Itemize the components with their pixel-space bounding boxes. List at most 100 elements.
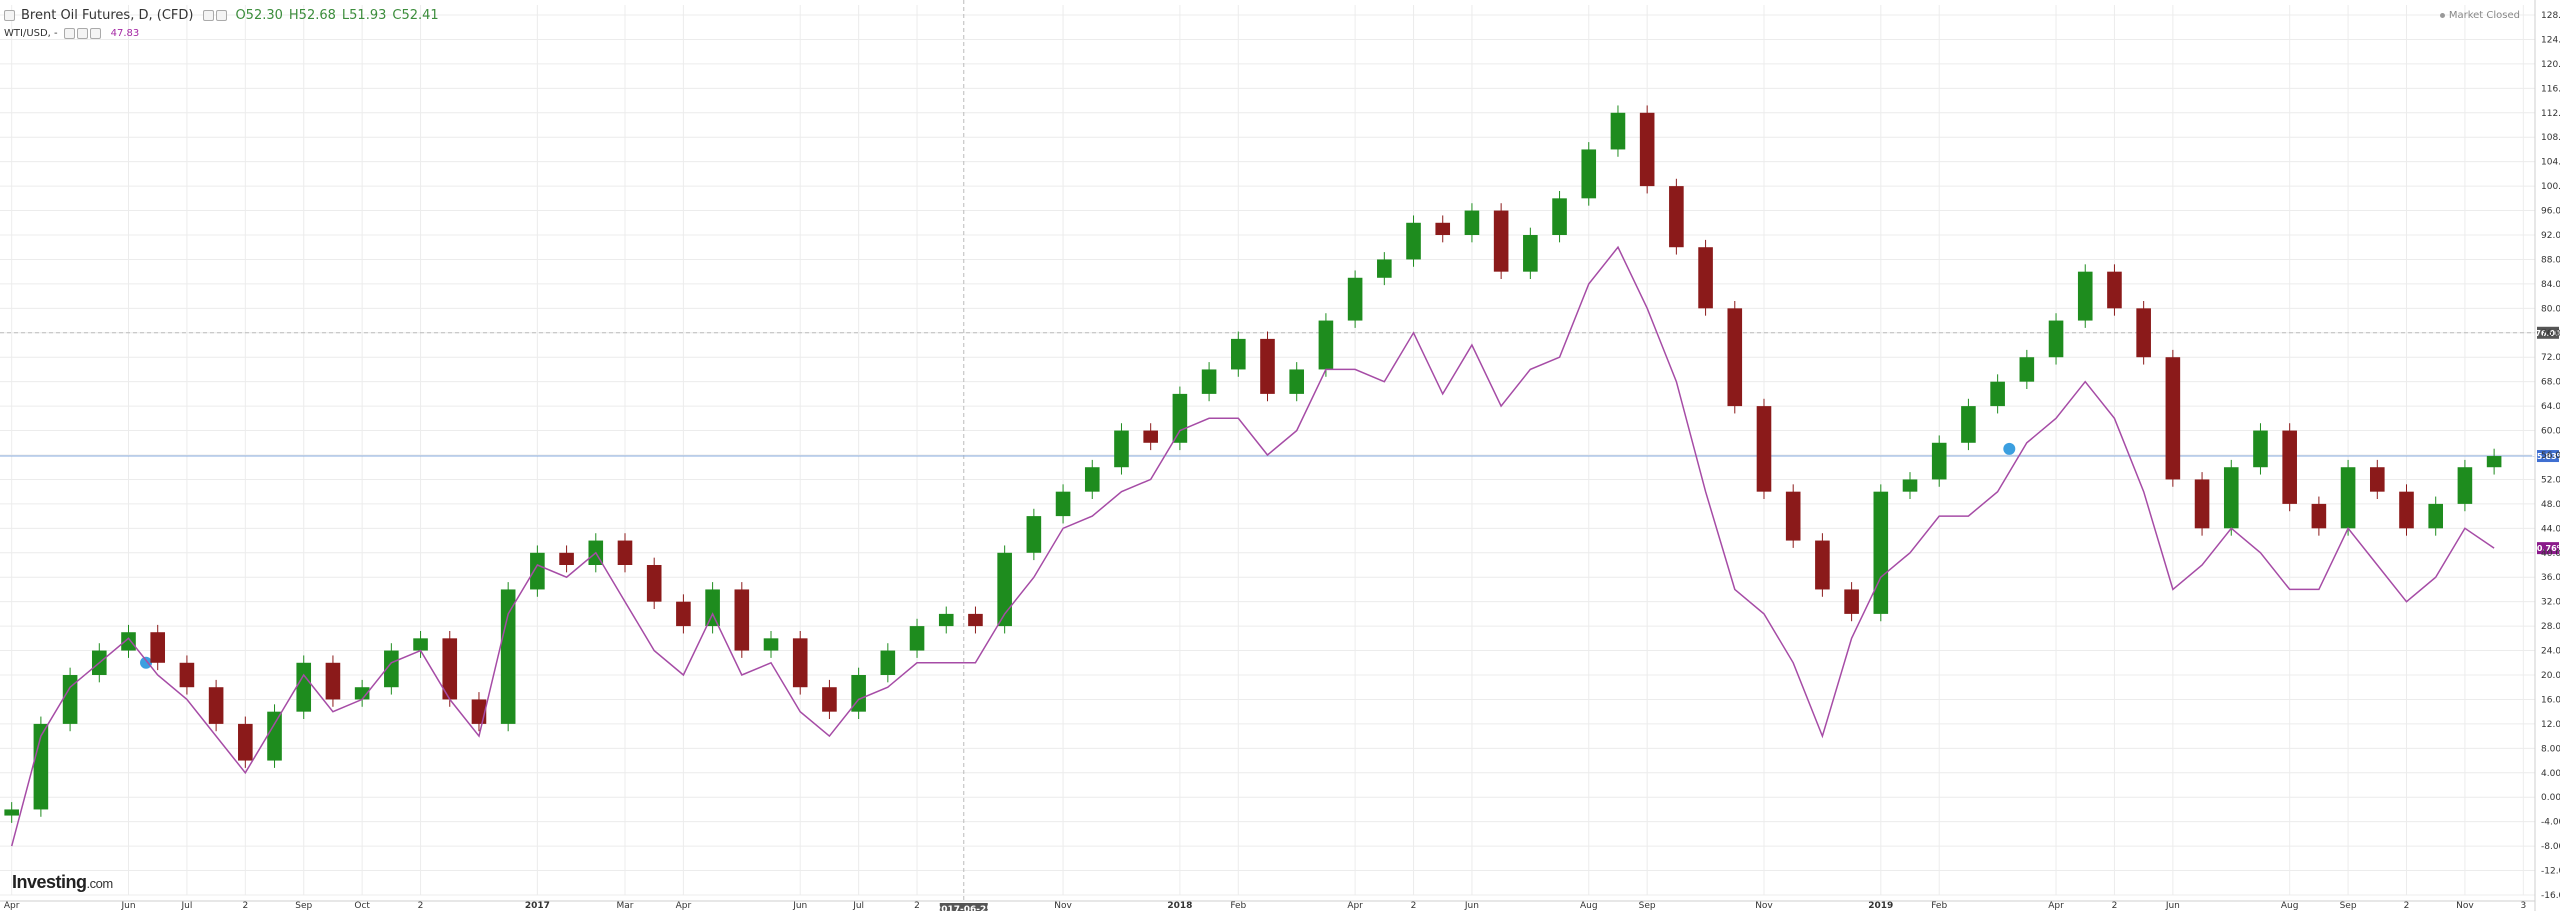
candle-body [1639, 112, 1655, 187]
market-status: Market Closed [2439, 10, 2520, 21]
brent-candle [62, 667, 78, 732]
y-tick-label: 20.00% [2541, 671, 2560, 681]
candle-body [1844, 589, 1859, 614]
candle-body [1493, 210, 1509, 272]
brent-candle [1902, 472, 1918, 499]
brent-candle [968, 606, 983, 634]
brent-candle [792, 631, 808, 695]
candle-body [208, 687, 224, 724]
x-tick-label: Aug [2281, 901, 2299, 911]
investing-logo[interactable]: Investing.com [12, 872, 113, 893]
candle-body [238, 723, 253, 761]
brent-candle [238, 716, 253, 768]
brent-candle [442, 631, 458, 707]
candle-body [2165, 357, 2181, 480]
candle-body [851, 675, 866, 712]
y-tick-label: 40.00% [2541, 549, 2560, 559]
candle-body [1201, 369, 1217, 394]
brent-candle [705, 582, 720, 634]
x-tick-label: Nov [2456, 901, 2474, 911]
candle-body [1084, 467, 1100, 492]
candle-body [442, 638, 458, 700]
candle-body [530, 552, 545, 590]
x-tick-label: 2 [2112, 901, 2118, 911]
settings-icon[interactable] [216, 10, 228, 21]
brent-candle [734, 582, 750, 658]
brent-candle [179, 655, 195, 695]
y-tick-label: 48.00% [2541, 500, 2560, 510]
brent-candle [1698, 239, 1713, 316]
brent-candle [150, 624, 166, 671]
candle-body [1727, 308, 1743, 407]
brent-candle [384, 643, 399, 695]
brent-candle [909, 618, 925, 658]
wti-visibility-icon[interactable] [63, 28, 75, 39]
brent-candle [1785, 484, 1801, 548]
brent-candle [2194, 472, 2210, 536]
wti-close-icon[interactable] [89, 28, 101, 39]
x-tick-label: Nov [1054, 901, 1072, 911]
x-tick-label: Jul [180, 901, 192, 911]
y-tick-label: 44.00% [2541, 524, 2560, 534]
brent-candle [530, 545, 545, 597]
x-tick-label: 2017 [525, 901, 550, 911]
candle-body [1961, 406, 1976, 443]
wti-legend: WTI/USD, - 47.83 [4, 28, 139, 39]
candle-body [267, 711, 282, 761]
candle-body [1815, 540, 1830, 590]
candle-body [880, 650, 896, 675]
brent-candle [1260, 331, 1275, 402]
candle-body [734, 589, 750, 651]
wti-settings-icon[interactable] [76, 28, 88, 39]
candle-body [792, 638, 808, 688]
candle-body [1026, 516, 1042, 553]
y-tick-label: -4.00% [2541, 818, 2560, 828]
y-tick-label: -8.00% [2541, 842, 2560, 852]
brent-candle [33, 716, 49, 817]
candle-body [2311, 503, 2327, 529]
y-tick-label: 128.00% [2541, 11, 2560, 21]
brent-candle [1669, 178, 1684, 255]
y-tick-label: 72.00% [2541, 353, 2560, 363]
x-tick-label: Apr [2048, 901, 2064, 911]
candle-body [705, 589, 720, 627]
candle-body [1931, 442, 1947, 480]
brent-candle [1961, 398, 1976, 451]
candle-body [2399, 491, 2414, 529]
brent-candle [1523, 227, 1538, 279]
x-tick-label: 2 [242, 901, 248, 911]
brent-candle [2282, 423, 2297, 512]
brent-candle [646, 557, 662, 609]
candle-body [2369, 467, 2385, 492]
x-tick-label: Aug [1580, 901, 1598, 911]
y-tick-label: 92.00% [2541, 231, 2560, 241]
candle-body [2194, 479, 2210, 529]
event-flag-circle [2003, 442, 2016, 455]
candle-body [2457, 467, 2473, 504]
y-tick-label: 68.00% [2541, 378, 2560, 388]
brent-candle [617, 533, 633, 573]
brent-candle [763, 631, 779, 658]
x-tick-label: Apr [676, 901, 692, 911]
candle-body [1289, 369, 1305, 394]
wti-current-label: 40.76% [2531, 544, 2560, 553]
y-tick-label: 12.00% [2541, 720, 2560, 730]
brent-candle [1172, 386, 1188, 451]
x-tick-label: Sep [2340, 901, 2357, 911]
candle-body [1990, 381, 2005, 407]
x-tick-label: 2 [1411, 901, 1417, 911]
brent-candle [1844, 582, 1859, 622]
brent-candle [2340, 459, 2356, 536]
brent-candle [1990, 374, 2005, 414]
collapse-icon[interactable] [4, 10, 15, 21]
visibility-icon[interactable] [203, 10, 215, 21]
brent-candle [1552, 191, 1567, 243]
brent-candle [1873, 484, 1889, 622]
candle-body [1464, 210, 1480, 235]
open-value: O52.30 [235, 8, 283, 23]
x-tick-label: Sep [295, 901, 312, 911]
brent-candle [938, 606, 954, 634]
y-tick-label: 4.00% [2541, 769, 2560, 779]
y-tick-label: 52.00% [2541, 475, 2560, 485]
